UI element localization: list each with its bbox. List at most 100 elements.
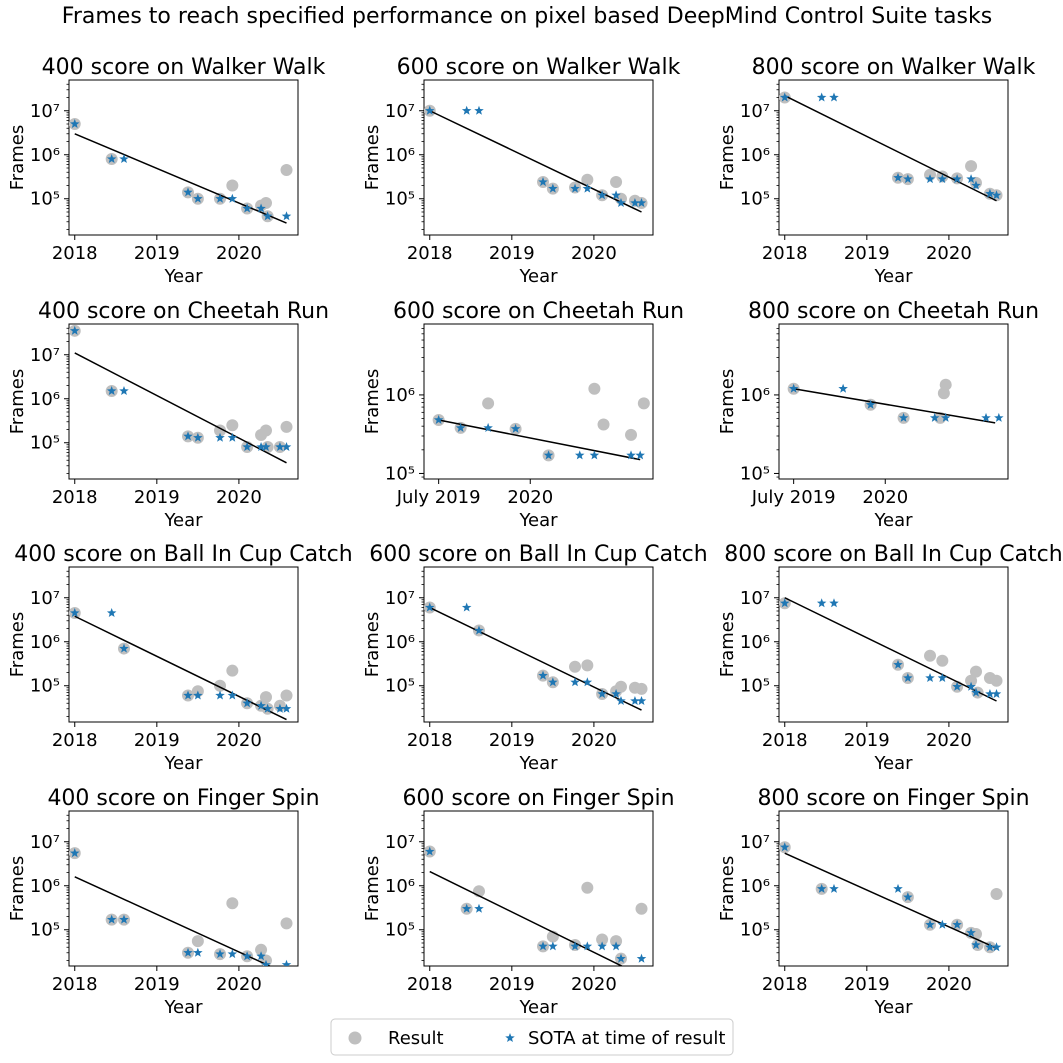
sota-point: [991, 942, 1002, 952]
sota-point: [275, 703, 285, 713]
y-tick-label: 10⁶: [385, 145, 415, 166]
sota-point: [971, 940, 981, 950]
plot-area: [68, 323, 299, 480]
trend-line: [784, 597, 997, 702]
sota-point: [570, 183, 580, 193]
y-tick-label: 10⁶: [740, 385, 770, 406]
sota-point: [630, 198, 640, 208]
x-tick-label: 2020: [216, 730, 262, 751]
result-point: [226, 419, 239, 432]
sota-point: [893, 883, 903, 893]
x-axis-label: Year: [163, 997, 203, 1018]
sota-point: [636, 198, 647, 208]
y-axis-label: Frames: [717, 125, 738, 190]
y-tick-label: 10⁷: [30, 101, 60, 122]
legend-result-marker: [348, 1031, 362, 1045]
x-tick-label: 2020: [571, 243, 617, 264]
sota-point: [903, 892, 913, 902]
result-point: [635, 902, 648, 915]
sota-point: [548, 677, 558, 687]
result-point: [259, 197, 272, 210]
sota-point: [985, 688, 995, 699]
result-point: [280, 420, 293, 433]
sota-point: [281, 442, 292, 452]
sota-point: [281, 959, 292, 966]
x-tick-label: 2020: [926, 730, 972, 751]
sota-point: [183, 431, 193, 441]
y-axis-label: Frames: [7, 125, 28, 190]
panel-title: 400 score on Ball In Cup Catch: [14, 542, 352, 567]
sota-point: [937, 174, 948, 184]
y-axis-label: Frames: [362, 612, 383, 677]
result-point: [936, 654, 949, 667]
sota-point: [903, 673, 913, 683]
sota-point: [937, 919, 948, 929]
sota-point: [433, 414, 444, 424]
x-tick-label: 2019: [134, 487, 180, 508]
data-layer: [69, 117, 293, 224]
sota-point: [636, 953, 647, 963]
panel-9: 800 score on Ball In Cup Catch Year Frames…: [717, 542, 1063, 774]
sota-point: [215, 193, 225, 203]
sota-point: [597, 941, 607, 951]
x-tick-label: 2018: [762, 730, 808, 751]
sota-point: [215, 432, 225, 442]
sota-point: [106, 608, 117, 618]
sota-point: [838, 383, 848, 393]
x-tick-label: 2020: [216, 487, 262, 508]
result-point: [924, 649, 937, 662]
sota-point: [543, 450, 554, 460]
sota-point: [215, 949, 225, 959]
panel-7: 400 score on Ball In Cup Catch Year Frames…: [7, 542, 353, 774]
sota-point: [893, 659, 903, 669]
x-axis-label: Year: [518, 266, 558, 287]
result-point: [610, 176, 623, 189]
y-axis-label: Frames: [7, 856, 28, 921]
y-tick-label: 10⁶: [740, 876, 770, 897]
sota-point: [193, 193, 203, 203]
data-layer: [779, 91, 1003, 202]
plot-area: [423, 323, 654, 480]
sota-point: [981, 412, 991, 422]
sota-point: [281, 703, 292, 713]
y-tick-label: 10⁶: [30, 389, 60, 410]
x-tick-label: July 2019: [396, 487, 481, 508]
sota-point: [570, 677, 580, 687]
data-layer: [432, 382, 650, 462]
x-tick-label: 2020: [571, 974, 617, 995]
sota-point: [424, 846, 435, 856]
sota-point: [616, 198, 626, 208]
y-tick-label: 10⁶: [30, 632, 60, 653]
sota-point: [227, 690, 238, 700]
sota-point: [106, 154, 117, 164]
panel-title: 600 score on Cheetah Run: [393, 299, 684, 324]
result-point: [635, 682, 648, 695]
sota-point: [256, 442, 266, 452]
result-point: [588, 382, 601, 395]
result-point: [226, 664, 239, 677]
panel-title: 600 score on Walker Walk: [397, 55, 681, 80]
panel-title: 600 score on Finger Spin: [402, 786, 674, 811]
sota-point: [582, 941, 593, 951]
sota-point: [193, 690, 203, 700]
x-tick-label: 2019: [489, 730, 535, 751]
trend-line: [429, 110, 642, 213]
result-point: [280, 689, 293, 702]
y-axis-label: Frames: [717, 612, 738, 677]
y-tick-label: 10⁷: [385, 101, 415, 122]
sota-point: [69, 119, 80, 129]
y-axis-label: Frames: [362, 856, 383, 921]
sota-point: [106, 386, 117, 396]
x-tick-label: 2020: [571, 730, 617, 751]
result-point: [596, 933, 609, 946]
sota-point: [779, 842, 790, 852]
trend-line: [74, 133, 287, 224]
y-tick-label: 10⁷: [740, 832, 770, 853]
sota-point: [256, 700, 266, 710]
sota-point: [183, 690, 193, 700]
x-tick-label: 2018: [762, 974, 808, 995]
sota-point: [985, 942, 995, 952]
sota-point: [952, 681, 962, 691]
sota-point: [215, 690, 225, 700]
chart-grid: 400 score on Walker Walk Year Frames 2018 20…: [7, 55, 1063, 1018]
